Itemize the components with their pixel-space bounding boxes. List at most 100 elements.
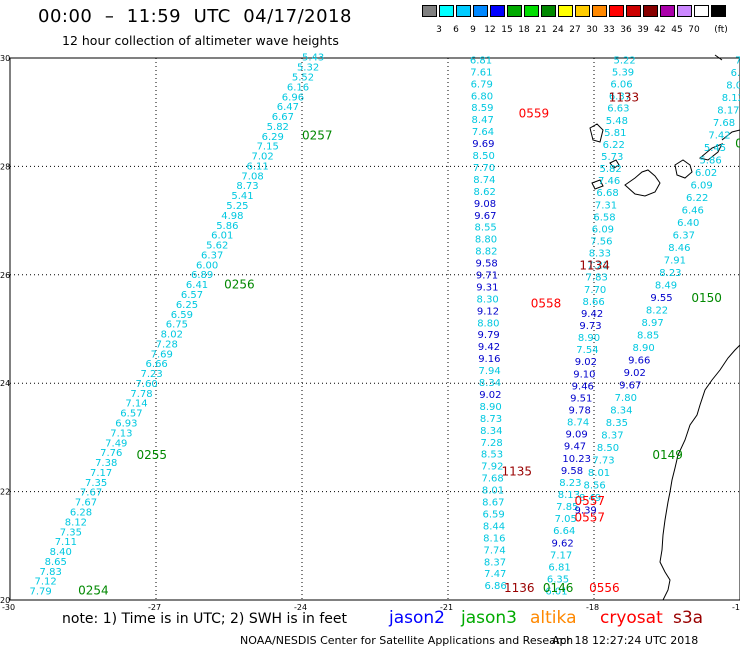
lat-tick-label: 20 (0, 596, 10, 605)
wave-height-value: 8.74 (567, 418, 589, 429)
wave-height-value: 6.58 (593, 212, 615, 223)
wave-height-value: 5.82 (600, 164, 622, 175)
wave-height-value: 7.64 (472, 127, 494, 138)
legend-label: 33 (603, 25, 615, 35)
wave-height-value: 8.90 (633, 343, 655, 354)
wave-height-value: 7.67 (75, 498, 97, 509)
wave-height-value: 9.55 (650, 293, 672, 304)
wave-height-value: 7.54 (576, 345, 598, 356)
legend-label: 21 (535, 25, 547, 35)
wave-height-value: 5.45 (704, 143, 726, 154)
wave-height-value: 7.49 (105, 438, 127, 449)
wave-height-value: 9.66 (628, 355, 650, 366)
wave-height-value: 5.82 (267, 122, 289, 133)
wave-height-value: 8.62 (474, 187, 496, 198)
pass-time-label: 0557 (575, 510, 606, 524)
wave-height-value: 8.56 (583, 480, 605, 491)
wave-height-value: 6.09 (592, 224, 614, 235)
africa-coastline (659, 344, 740, 601)
wave-height-value: 9.58 (476, 259, 498, 270)
wave-height-value: 9.78 (569, 406, 591, 417)
lon-tick-label: -27 (148, 603, 161, 612)
pass-time-label: 0557 (575, 494, 606, 508)
wave-height-value: 5.32 (297, 63, 319, 74)
wave-height-value: 7.80 (615, 393, 637, 404)
legend-swatch (490, 5, 505, 17)
wave-height-value: 6.01 (545, 587, 567, 598)
wave-height-value: 10.23 (562, 454, 591, 465)
pass-time-label: 1135 (502, 464, 533, 478)
satellite-s3a: s3a (673, 608, 704, 628)
wave-height-value: 7.69 (151, 349, 173, 360)
wave-height-value: 9.09 (565, 430, 587, 441)
wave-height-value: 7.31 (595, 200, 617, 211)
wave-height-value: 6.46 (682, 205, 704, 216)
wave-height-value: 7.76 (100, 448, 122, 459)
wave-height-value: 5.39 (612, 67, 634, 78)
pass-time-label: 0149 (652, 448, 683, 462)
wave-height-value: 9.73 (579, 321, 601, 332)
credit-text: NOAA/NESDIS Center for Satellite Applica… (240, 634, 574, 647)
wave-height-value: 7.13 (110, 428, 132, 439)
wave-height-value: 8.40 (50, 547, 72, 558)
lat-tick-label: 26 (0, 271, 10, 280)
satellite-cryosat: cryosat (600, 608, 663, 628)
wave-height-value: 8.12 (722, 93, 740, 104)
legend-swatch (473, 5, 488, 17)
map-frame (9, 57, 740, 601)
lon-tick-label: -18 (586, 603, 599, 612)
wave-height-value: 6.11 (246, 161, 268, 172)
legend-swatch (558, 5, 573, 17)
page-title: 00:00 – 11:59 UTC 04/17/2018 (38, 6, 352, 27)
wave-height-value: 6.59 (483, 509, 505, 520)
wave-height-value: 8.17 (717, 105, 739, 116)
wave-height-value: 6.02 (695, 168, 717, 179)
satellite-jason3: jason3 (461, 608, 517, 628)
wave-height-value: 6.81 (548, 562, 570, 573)
wave-height-value: 7.83 (40, 567, 62, 578)
wave-height-value: 7.73 (592, 455, 614, 466)
island-tenerife (624, 169, 661, 197)
wave-height-value: 7.35 (85, 478, 107, 489)
wave-height-value: 6.89 (191, 270, 213, 281)
wave-height-value: 8.90 (578, 333, 600, 344)
legend-swatch (524, 5, 539, 17)
wave-height-value: 6.06 (610, 80, 632, 91)
wave-height-value: 7.14 (125, 399, 147, 410)
wave-height-value: 6.96 (282, 92, 304, 103)
satellite-jason2: jason2 (389, 608, 445, 628)
wave-height-value: 6.59 (171, 310, 193, 321)
wave-height-value: 6.80 (471, 91, 493, 102)
wave-height-value: 8.55 (475, 223, 497, 234)
wave-height-value: 6.35 (547, 575, 569, 586)
wave-height-value: 7.56 (590, 236, 612, 247)
legend-swatch (694, 5, 709, 17)
wave-height-value: 5.25 (226, 201, 248, 212)
satellite-altika: altika (530, 608, 577, 628)
wave-height-value: 8.73 (236, 181, 258, 192)
wave-height-value: 8.65 (45, 557, 67, 568)
wave-height-value: 7.22 (587, 261, 609, 272)
wave-height-value: 6.79 (471, 79, 493, 90)
wave-height-value: 6.57 (120, 409, 142, 420)
wave-height-value: 8.34 (610, 405, 632, 416)
legend-unit: (ft) (714, 25, 728, 35)
wave-height-value: 7.05 (555, 514, 577, 525)
legend-swatch (575, 5, 590, 17)
wave-height-value: 5.41 (231, 191, 253, 202)
wave-height-value: 9.62 (552, 538, 574, 549)
pass-time-label: 1134 (579, 258, 610, 272)
footer-note: note: 1) Time is in UTC; 2) SWH is in fe… (62, 611, 348, 627)
legend-label: 39 (637, 25, 649, 35)
legend-label: 6 (453, 25, 459, 35)
legend-swatch (711, 5, 726, 17)
pass-time-label: 0257 (302, 128, 333, 142)
wave-height-value: 9.12 (477, 306, 499, 317)
pass-time-label: 1133 (609, 90, 640, 104)
wave-height-value: 8.01 (482, 486, 504, 497)
wave-height-value: 5.43 (302, 53, 324, 64)
wave-height-value: 8.34 (480, 426, 502, 437)
legend-label: 42 (654, 25, 666, 35)
wave-height-value: 9.31 (476, 282, 498, 293)
